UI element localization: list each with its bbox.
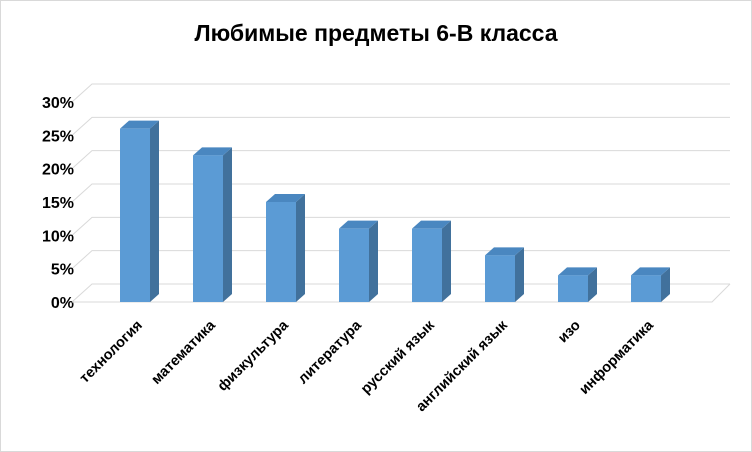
bar-front (485, 255, 515, 302)
bar-top (193, 147, 232, 156)
y-tick-label: 5% (51, 262, 74, 279)
bar-top (558, 267, 597, 276)
bar-front (631, 275, 661, 302)
category-label: математика (148, 317, 219, 388)
category-label: русский язык (358, 317, 438, 397)
gridline (71, 150, 730, 170)
bar-top (631, 267, 670, 276)
bar-side (588, 267, 597, 302)
bar (266, 194, 305, 302)
bar-front (339, 228, 369, 302)
bar (339, 220, 378, 302)
category-label: изо (555, 317, 584, 346)
bar (485, 247, 524, 302)
bar-top (266, 194, 305, 202)
bar-top (120, 120, 159, 129)
bar-side (223, 147, 232, 302)
category-label: информатика (576, 317, 657, 398)
bar-side (442, 220, 451, 302)
bar-side (150, 120, 159, 303)
gridline (71, 250, 730, 270)
gridline (71, 116, 730, 136)
y-tick-label: 15% (42, 195, 74, 212)
bar (631, 267, 670, 302)
bar-top (339, 220, 378, 229)
category-label: физкультура (215, 317, 293, 395)
bar-side (661, 267, 670, 302)
gridline (71, 183, 730, 203)
bar-front (558, 275, 588, 302)
category-label: литература (295, 317, 365, 387)
bar-front (412, 228, 442, 302)
bar-top (412, 220, 451, 229)
y-tick-label: 25% (42, 128, 74, 145)
gridline (71, 216, 730, 236)
bar (120, 120, 159, 303)
y-tick-label: 20% (42, 162, 74, 179)
bar (558, 267, 597, 302)
bar-top (485, 247, 524, 256)
category-label: технология (77, 318, 146, 387)
bar (193, 147, 232, 302)
gridline (71, 83, 730, 103)
y-tick-label: 0% (51, 295, 74, 312)
y-tick-label: 10% (42, 228, 74, 245)
y-tick-label: 30% (42, 95, 74, 112)
chart-title: Любимые предметы 6-В класса (194, 20, 558, 46)
bar-side (369, 220, 378, 302)
bar-front (266, 202, 296, 302)
bar-side (515, 247, 524, 302)
bar (412, 220, 451, 302)
bar-side (296, 194, 305, 302)
bar-front (193, 155, 223, 302)
bar-front (120, 128, 150, 302)
